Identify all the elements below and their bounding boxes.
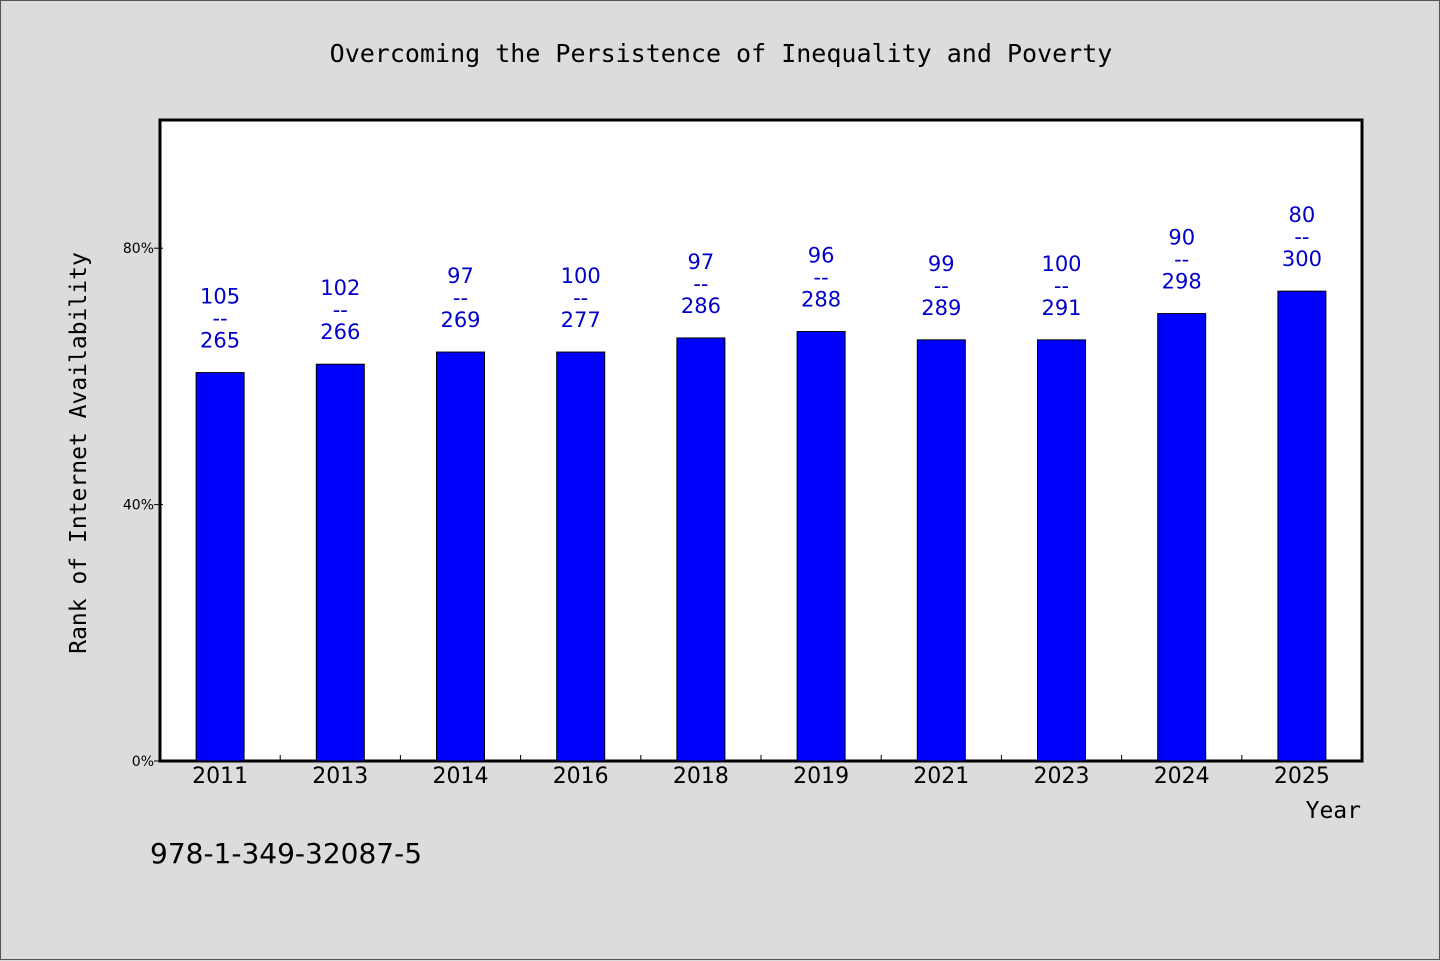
- x-tick-label-2014: 2014: [433, 764, 489, 789]
- data-label-2013-top: 102: [320, 276, 360, 300]
- data-label-2018-bottom: 286: [681, 294, 721, 318]
- bar-2011: [195, 372, 245, 762]
- y-tick-label: 40%: [123, 498, 154, 514]
- data-label-2013-bottom: 266: [320, 320, 360, 344]
- data-label-2023-sep: --: [1054, 274, 1069, 298]
- data-label-2014-top: 97: [447, 264, 474, 288]
- chart-title: Overcoming the Persistence of Inequality…: [330, 39, 1113, 68]
- data-label-2011-top: 105: [200, 285, 240, 309]
- x-tick-label-2013: 2013: [312, 764, 368, 789]
- bar-2019: [796, 331, 846, 762]
- y-axis: 0% 40% 80%: [123, 241, 163, 770]
- x-tick-label-2016: 2016: [553, 764, 609, 789]
- bar-2016: [556, 351, 606, 762]
- x-tick-label-2024: 2024: [1154, 764, 1210, 789]
- data-labels-group: 105--265102--26697--269100--27797--28696…: [200, 203, 1322, 352]
- bar-2023: [1037, 339, 1086, 762]
- x-tick-label-2011: 2011: [192, 764, 248, 789]
- data-label-2024-sep: --: [1174, 248, 1189, 272]
- data-label-2021-top: 99: [928, 252, 955, 276]
- data-label-2025-top: 80: [1289, 203, 1316, 227]
- y-tick-label: 0%: [132, 754, 154, 770]
- bar-2018: [676, 337, 726, 762]
- data-label-2019-bottom: 288: [801, 288, 841, 312]
- data-label-2013-sep: --: [333, 298, 348, 322]
- data-label-2014-bottom: 269: [440, 308, 480, 332]
- x-axis-title: Year: [1306, 798, 1361, 824]
- data-label-2011-bottom: 265: [200, 329, 240, 353]
- data-label-2023-bottom: 291: [1041, 296, 1081, 320]
- data-label-2019-sep: --: [814, 266, 829, 290]
- data-label-2011-sep: --: [213, 307, 228, 331]
- x-tick-label-2019: 2019: [793, 764, 849, 789]
- data-label-2021-bottom: 289: [921, 296, 961, 320]
- data-label-2024-top: 90: [1168, 226, 1195, 250]
- bar-2025: [1277, 290, 1327, 762]
- data-label-2014-sep: --: [453, 286, 468, 310]
- bar-2014: [436, 351, 485, 762]
- x-tick-label-2025: 2025: [1274, 764, 1330, 789]
- data-label-2023-top: 100: [1041, 252, 1081, 276]
- data-label-2025-bottom: 300: [1282, 247, 1322, 271]
- data-label-2018-top: 97: [688, 250, 715, 274]
- data-label-2024-bottom: 298: [1162, 270, 1202, 294]
- data-label-2016-top: 100: [561, 264, 601, 288]
- y-tick-label: 80%: [123, 241, 154, 257]
- bar-2021: [916, 339, 966, 762]
- bars-group: [195, 290, 1327, 762]
- x-tick-label-2021: 2021: [913, 764, 969, 789]
- data-label-2025-sep: --: [1294, 225, 1309, 249]
- data-label-2016-sep: --: [573, 286, 588, 310]
- bar-2024: [1157, 313, 1207, 762]
- x-axis: 2011 2013 2014 2016 2018 2019 2021 2023 2024 2025: [192, 755, 1330, 789]
- x-tick-label-2018: 2018: [673, 764, 729, 789]
- data-label-2016-bottom: 277: [561, 308, 601, 332]
- data-label-2019-top: 96: [808, 244, 835, 268]
- data-label-2018-sep: --: [693, 272, 708, 296]
- bar-2013: [315, 363, 365, 762]
- y-axis-title: Rank of Internet Availability: [66, 252, 92, 654]
- x-tick-label-2023: 2023: [1034, 764, 1090, 789]
- data-label-2021-sep: --: [934, 274, 949, 298]
- isbn-text: 978-1-349-32087-5: [150, 837, 422, 870]
